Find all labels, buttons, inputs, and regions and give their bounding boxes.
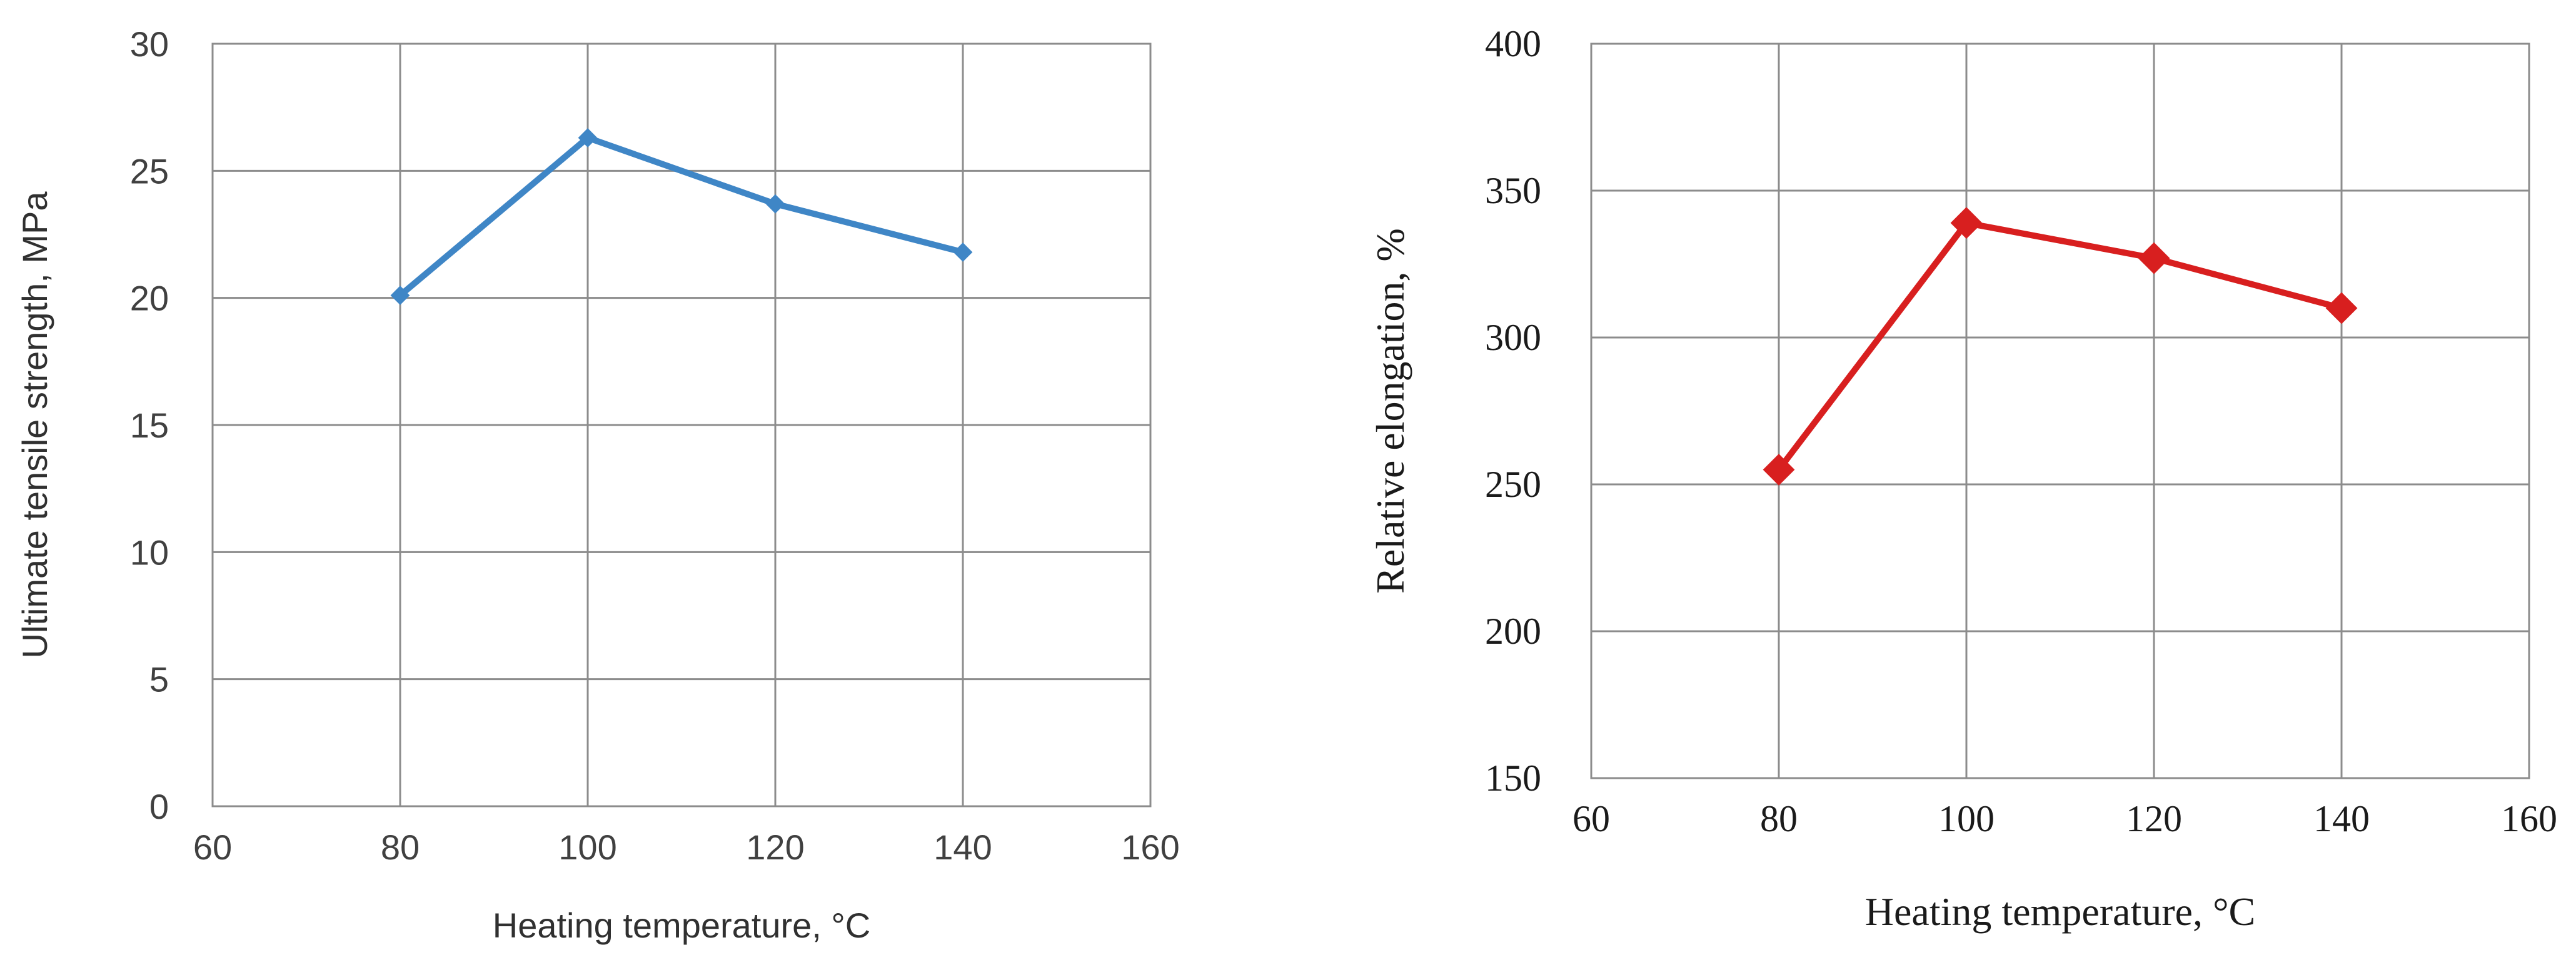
series-line-path xyxy=(1776,219,2345,473)
plot-frame xyxy=(211,42,1152,808)
x-tick-label: 80 xyxy=(381,828,420,867)
plot-frame xyxy=(1590,42,2530,779)
chart-relative-elongation: 150 200 250 300 350 400 60 80 100 120 140 160 Heat… xyxy=(1368,23,2557,934)
y-tick-label: 30 xyxy=(130,24,169,64)
series-line-path xyxy=(397,134,966,299)
data-point xyxy=(765,194,785,214)
plot-area xyxy=(1590,42,2530,779)
data-point xyxy=(1763,454,1795,486)
x-tick-label: 60 xyxy=(193,828,232,867)
x-tick-label: 100 xyxy=(558,828,616,867)
y-tick-label: 250 xyxy=(1485,464,1541,505)
x-tick-label: 100 xyxy=(1938,798,1995,839)
plot-area xyxy=(211,42,1152,808)
x-tick-label: 140 xyxy=(933,828,992,867)
y-tick-label: 15 xyxy=(130,406,169,445)
x-axis-label: Heating temperature, °C xyxy=(1865,889,2255,934)
series-line xyxy=(390,128,973,306)
x-tick-label: 120 xyxy=(2126,798,2182,839)
y-axis-label: Relative elongation, % xyxy=(1368,228,1412,594)
x-tick-label: 60 xyxy=(1572,798,1610,839)
x-tick-label: 140 xyxy=(2313,798,2370,839)
y-axis-label: Ultimate tensile strength, MPa xyxy=(15,191,54,659)
y-tick-label: 20 xyxy=(130,279,169,318)
data-point xyxy=(1950,207,1983,239)
y-tick-label: 200 xyxy=(1485,611,1541,652)
y-tick-label: 25 xyxy=(130,151,169,191)
x-tick-label: 160 xyxy=(1121,828,1179,867)
y-tick-label: 5 xyxy=(149,660,169,699)
y-tick-label: 150 xyxy=(1485,758,1541,799)
x-tick-label: 120 xyxy=(746,828,804,867)
data-point xyxy=(578,128,598,148)
y-tick-label: 400 xyxy=(1485,23,1541,64)
x-axis-label: Heating temperature, °C xyxy=(493,906,870,945)
y-axis: 0 5 10 15 20 25 30 xyxy=(130,24,169,826)
data-point xyxy=(953,242,973,262)
x-tick-label: 80 xyxy=(1760,798,1798,839)
data-point xyxy=(2325,292,2358,324)
y-axis: 150 200 250 300 350 400 xyxy=(1485,23,1541,799)
y-tick-label: 350 xyxy=(1485,170,1541,211)
y-tick-label: 10 xyxy=(130,532,169,572)
chart-ultimate-tensile-strength: 0 5 10 15 20 25 30 60 80 100 120 140 160 Heating te… xyxy=(15,24,1180,945)
data-point xyxy=(2138,242,2170,274)
series-line xyxy=(1763,207,2358,486)
data-point xyxy=(390,286,410,306)
y-tick-label: 300 xyxy=(1485,317,1541,358)
x-axis: 60 80 100 120 140 160 xyxy=(1572,798,2557,839)
y-tick-label: 0 xyxy=(149,787,169,826)
x-axis: 60 80 100 120 140 160 xyxy=(193,828,1180,867)
x-tick-label: 160 xyxy=(2501,798,2557,839)
